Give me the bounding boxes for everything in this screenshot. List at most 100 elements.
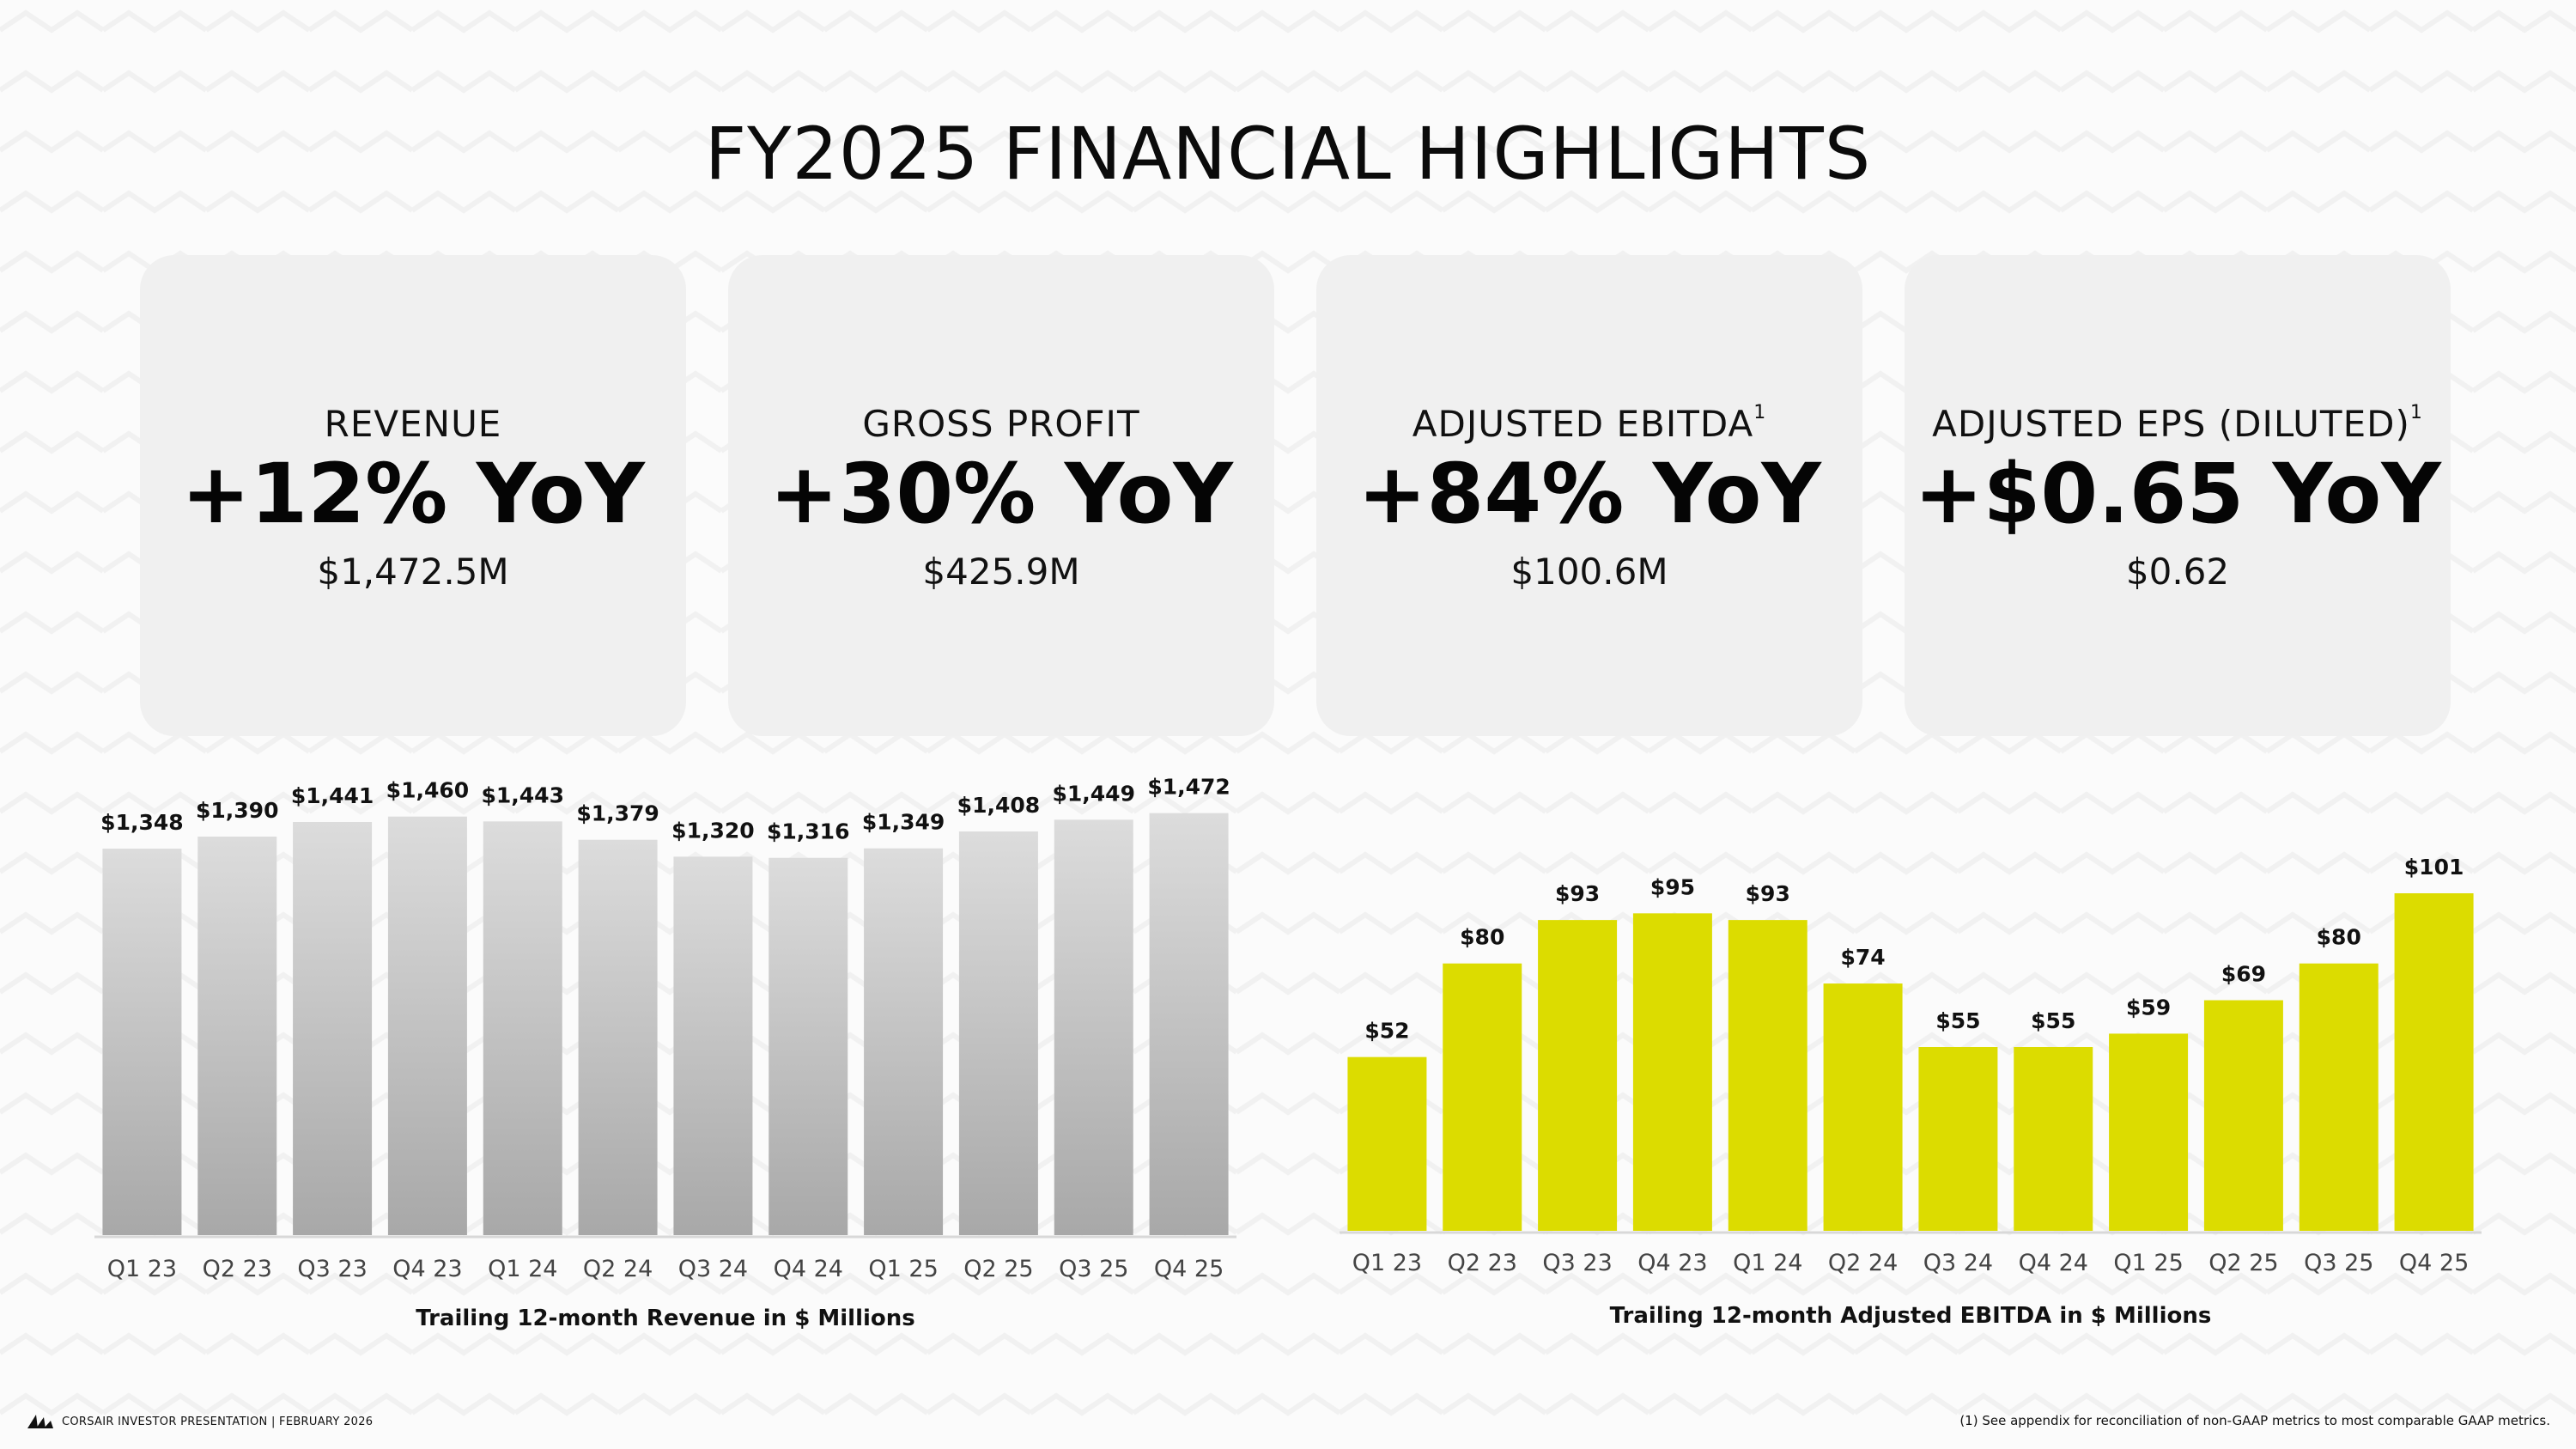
chart-bar [2014, 1046, 2093, 1231]
chart-bar [2203, 1000, 2283, 1231]
x-tick-label: Q3 23 [1542, 1250, 1612, 1276]
data-label: $1,390 [196, 798, 278, 823]
data-label: $1,472 [1147, 775, 1230, 800]
revenue-chart: $1,348 Q1 23 $1,390 Q2 23 $1,441 Q3 23 $1,460 Q… [94, 775, 1236, 1340]
kpi-headline: +84% YoY [1358, 446, 1821, 542]
chart-bar [673, 856, 753, 1235]
kpi-label: REVENUE [324, 403, 502, 445]
ebitda-chart: $52 Q1 23 $80 Q2 23 $93 Q3 23 $95 Q4 23 $93 Q1 24… [1340, 842, 2482, 1340]
kpi-value: $0.62 [2125, 551, 2230, 593]
data-label: $80 [1460, 925, 1504, 950]
chart-bar [2394, 893, 2474, 1231]
footer-text: CORSAIR INVESTOR PRESENTATION | FEBRUARY… [62, 1415, 374, 1428]
x-tick-label: Q2 24 [1828, 1250, 1898, 1276]
kpi-value: $425.9M [922, 551, 1080, 593]
x-tick-label: Q2 23 [1448, 1250, 1517, 1276]
kpi-label: ADJUSTED EBITDA1 [1412, 402, 1767, 445]
chart-bar [293, 822, 373, 1235]
data-label: $80 [2317, 925, 2361, 950]
kpi-headline: +30% YoY [769, 446, 1233, 542]
ebitda-chart-svg: $52 Q1 23 $80 Q2 23 $93 Q3 23 $95 Q4 23 $93 Q1 24… [1340, 855, 2482, 1276]
chart-bar [1054, 819, 1133, 1235]
chart-bar [1728, 920, 1807, 1231]
data-label: $1,443 [482, 782, 564, 807]
data-label: $55 [1935, 1008, 1980, 1033]
x-tick-label: Q3 25 [2304, 1250, 2373, 1276]
data-label: $59 [2126, 995, 2171, 1020]
x-tick-label: Q1 25 [2113, 1250, 2183, 1276]
x-tick-label: Q3 23 [297, 1256, 367, 1282]
data-label: $1,460 [386, 778, 469, 803]
kpi-label: ADJUSTED EPS (DILUTED)1 [1932, 402, 2423, 445]
x-tick-label: Q2 25 [2208, 1250, 2278, 1276]
x-tick-label: Q2 25 [963, 1256, 1033, 1282]
chart-bar [2299, 963, 2379, 1231]
data-label: $93 [1746, 881, 1790, 906]
data-label: $1,441 [291, 783, 374, 808]
kpi-card-adjusted-eps: ADJUSTED EPS (DILUTED)1 +$0.65 YoY $0.62 [1905, 255, 2451, 736]
data-label: $1,348 [100, 810, 183, 835]
x-tick-label: Q3 24 [1923, 1250, 1993, 1276]
chart-bar [1538, 920, 1618, 1231]
x-tick-label: Q4 23 [1637, 1250, 1707, 1276]
revenue-chart-svg: $1,348 Q1 23 $1,390 Q2 23 $1,441 Q3 23 $1,460 Q… [94, 775, 1236, 1282]
chart-caption: Trailing 12-month Adjusted EBITDA in $ M… [1609, 1303, 2212, 1329]
chart-bar [958, 831, 1038, 1235]
x-tick-label: Q4 25 [2399, 1250, 2469, 1276]
kpi-cards: REVENUE +12% YoY $1,472.5M GROSS PROFIT … [0, 255, 2576, 736]
x-tick-label: Q1 25 [868, 1256, 938, 1282]
x-tick-label: Q4 24 [2019, 1250, 2088, 1276]
data-label: $93 [1555, 881, 1600, 906]
kpi-headline: +$0.65 YoY [1914, 446, 2441, 542]
kpi-card-revenue: REVENUE +12% YoY $1,472.5M [140, 255, 686, 736]
chart-bar [483, 821, 562, 1235]
chart-bar [387, 816, 467, 1235]
x-tick-label: Q1 24 [488, 1256, 557, 1282]
chart-bar [1823, 983, 1903, 1231]
x-tick-label: Q4 24 [774, 1256, 843, 1282]
x-tick-label: Q2 24 [583, 1256, 653, 1282]
x-tick-label: Q1 24 [1733, 1250, 1802, 1276]
data-label: $95 [1650, 874, 1695, 899]
x-tick-label: Q3 24 [678, 1256, 748, 1282]
chart-bar [102, 849, 182, 1235]
corsair-sails-icon [27, 1415, 53, 1428]
chart-bar [197, 837, 277, 1235]
chart-bar [769, 857, 848, 1235]
data-label: $1,316 [767, 819, 849, 844]
chart-bar [1443, 963, 1522, 1231]
kpi-value: $1,472.5M [317, 551, 509, 593]
kpi-card-gross-profit: GROSS PROFIT +30% YoY $425.9M [728, 255, 1274, 736]
x-tick-label: Q2 23 [203, 1256, 272, 1282]
kpi-headline: +12% YoY [181, 446, 645, 542]
chart-bar [1347, 1056, 1427, 1231]
data-label: $1,320 [671, 818, 754, 843]
data-label: $69 [2221, 962, 2266, 987]
x-tick-label: Q4 23 [392, 1256, 462, 1282]
x-tick-label: Q3 25 [1059, 1256, 1128, 1282]
footnote: (1) See appendix for reconciliation of n… [1959, 1413, 2550, 1428]
x-tick-label: Q1 23 [107, 1256, 177, 1282]
data-label: $74 [1840, 945, 1885, 970]
chart-bar [578, 839, 658, 1235]
x-tick-label: Q1 23 [1352, 1250, 1422, 1276]
chart-bar [2109, 1033, 2189, 1231]
chart-bar [864, 848, 944, 1235]
data-label: $1,379 [576, 801, 659, 826]
data-label: $55 [2031, 1008, 2075, 1033]
chart-caption: Trailing 12-month Revenue in $ Millions [416, 1306, 915, 1331]
data-label: $1,449 [1053, 781, 1135, 806]
kpi-card-adjusted-ebitda: ADJUSTED EBITDA1 +84% YoY $100.6M [1316, 255, 1862, 736]
kpi-value: $100.6M [1510, 551, 1668, 593]
data-label: $101 [2404, 855, 2464, 880]
footer-left: CORSAIR INVESTOR PRESENTATION | FEBRUARY… [26, 1413, 373, 1430]
x-tick-label: Q4 25 [1154, 1256, 1224, 1282]
data-label: $1,349 [862, 810, 945, 835]
data-label: $1,408 [957, 793, 1040, 818]
chart-bar [1918, 1046, 1998, 1231]
kpi-label: GROSS PROFIT [862, 403, 1140, 445]
data-label: $52 [1364, 1019, 1409, 1044]
page-title: FY2025 FINANCIAL HIGHLIGHTS [704, 112, 1872, 196]
chart-bar [1149, 813, 1229, 1235]
chart-bar [1632, 913, 1712, 1231]
